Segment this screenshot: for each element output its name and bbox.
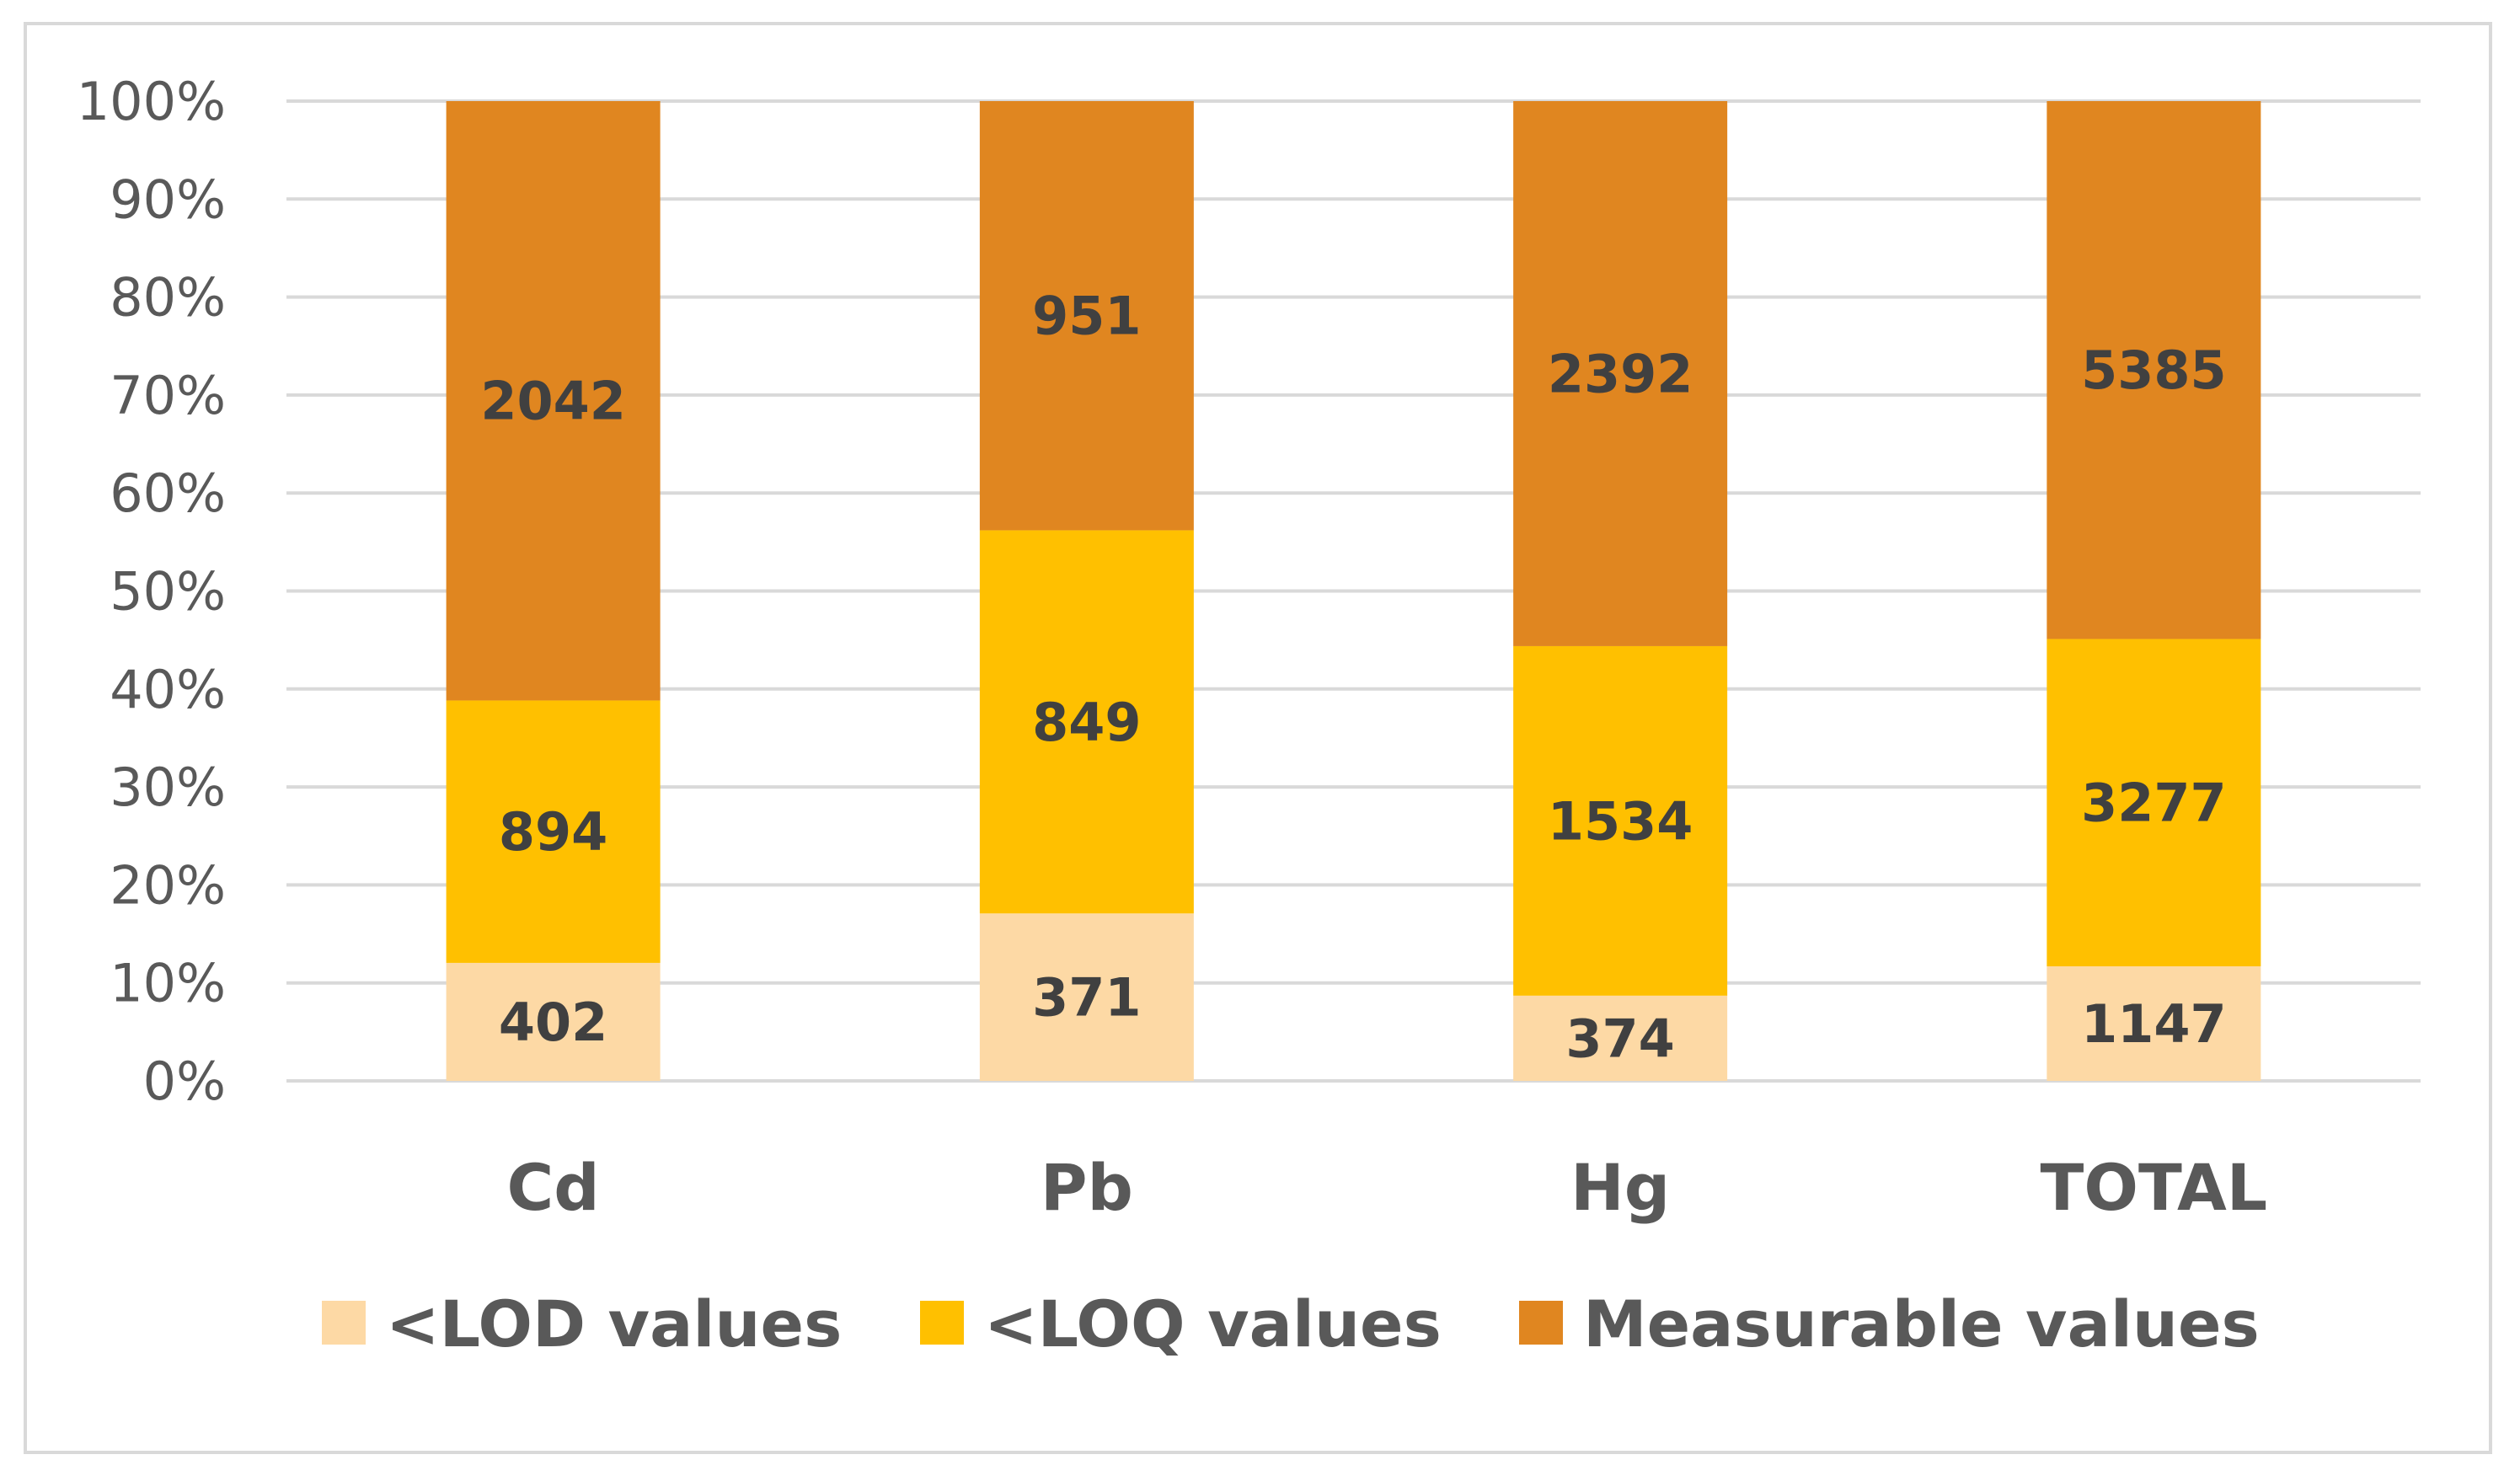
y-tick-label: 30% xyxy=(110,757,226,818)
legend-swatch xyxy=(1519,1301,1563,1345)
y-tick-label: 40% xyxy=(110,659,226,720)
data-label: 3277 xyxy=(2081,773,2227,834)
data-label: 1147 xyxy=(2081,993,2227,1055)
x-category-label: TOTAL xyxy=(2041,1150,2268,1225)
x-axis-categories: Cd Pb Hg TOTAL xyxy=(507,1150,2268,1225)
bar-segment-cd-2 xyxy=(446,700,661,963)
data-label: 951 xyxy=(1032,286,1141,347)
data-label: 1534 xyxy=(1548,790,1693,852)
y-axis-ticks: 0% 10% 20% 30% 40% 50% 60% 70% 80% 90% 100% xyxy=(77,71,226,1112)
y-tick-label: 10% xyxy=(110,953,226,1014)
legend-label: Measurable values xyxy=(1583,1286,2260,1361)
y-tick-label: 100% xyxy=(77,71,226,132)
bar-segment-hg-3 xyxy=(1513,101,1728,646)
y-tick-label: 60% xyxy=(110,463,226,524)
bar-segment-pb-3 xyxy=(979,101,1194,531)
data-label: 371 xyxy=(1032,967,1141,1029)
data-label: 374 xyxy=(1565,1008,1674,1069)
legend-label: <LOQ values xyxy=(984,1286,1442,1361)
y-tick-label: 80% xyxy=(110,267,226,329)
x-category-label: Hg xyxy=(1570,1150,1670,1225)
bar-segment-pb-1 xyxy=(979,913,1194,1081)
bar-segment-hg-1 xyxy=(1513,995,1728,1081)
legend-swatch xyxy=(322,1301,366,1345)
y-tick-label: 90% xyxy=(110,168,226,230)
data-label: 5385 xyxy=(2081,340,2227,401)
data-label: 2042 xyxy=(480,371,626,432)
data-labels: 402 894 2042 371 849 951 374 1534 2392 1147 3277 53… xyxy=(480,286,2226,1070)
x-category-label: Pb xyxy=(1041,1150,1133,1225)
legend-swatch xyxy=(920,1301,964,1345)
legend-label: <LOD values xyxy=(386,1286,842,1361)
data-label: 849 xyxy=(1032,692,1141,753)
legend: <LOD values <LOQ values Measurable values xyxy=(322,1286,2260,1361)
y-tick-label: 50% xyxy=(110,561,226,623)
bar-segment-total-1 xyxy=(2046,966,2261,1081)
bars xyxy=(446,101,2261,1081)
x-category-label: Cd xyxy=(507,1150,600,1225)
data-label: 894 xyxy=(499,801,607,863)
bar-segment-pb-2 xyxy=(979,530,1194,914)
bar-segment-hg-2 xyxy=(1513,645,1728,996)
bar-segment-cd-1 xyxy=(446,962,661,1081)
y-tick-label: 70% xyxy=(110,365,226,426)
y-tick-label: 0% xyxy=(143,1051,226,1112)
data-label: 402 xyxy=(499,992,607,1053)
bar-segment-total-2 xyxy=(2046,639,2261,967)
bar-segment-total-3 xyxy=(2046,101,2261,639)
data-label: 2392 xyxy=(1548,343,1693,404)
y-tick-label: 20% xyxy=(110,854,226,916)
bar-segment-cd-3 xyxy=(446,101,661,701)
